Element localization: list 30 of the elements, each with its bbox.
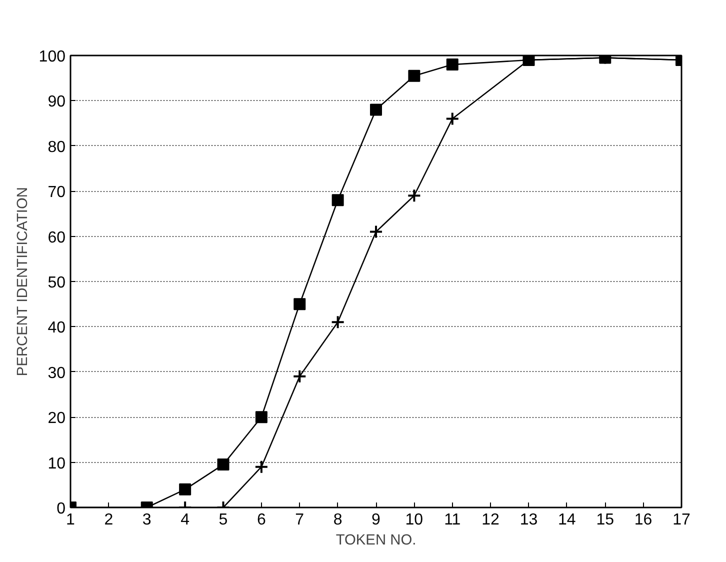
x-tick-label: 13 (520, 512, 538, 528)
x-tick-label: 15 (596, 512, 614, 528)
y-axis-title: PERCENT IDENTIFICATION (14, 187, 31, 376)
x-tick-label: 8 (333, 512, 342, 528)
y-tick-label: 70 (48, 184, 66, 202)
y-tick-label: 30 (48, 364, 66, 382)
y-tick-label: 20 (48, 410, 66, 428)
y-tick-label: 80 (48, 138, 66, 156)
x-tick-label: 6 (256, 512, 266, 528)
y-tick-label: 50 (48, 274, 66, 292)
y-tick-label: 40 (48, 320, 66, 337)
x-tick-label: 9 (372, 512, 381, 528)
y-tick-label: 60 (48, 229, 66, 246)
x-tick-label: 3 (142, 512, 152, 528)
y-tick-label: 90 (48, 94, 66, 111)
x-tick-label: 17 (672, 512, 690, 528)
y-tick-label: 0 (56, 500, 66, 518)
x-tick-label: 1 (66, 512, 76, 528)
x-axis-title: TOKEN NO. (336, 532, 416, 548)
x-tick-label: 5 (218, 512, 228, 528)
x-tick-label: 12 (482, 512, 500, 528)
x-tick-label: 11 (444, 512, 461, 528)
x-tick-label: 7 (295, 512, 304, 528)
y-tick-label: 100 (38, 48, 66, 66)
y-tick-label: 10 (48, 455, 66, 472)
x-tick-label: 4 (180, 512, 190, 528)
x-tick-label: 10 (405, 512, 424, 528)
x-tick-label: 14 (558, 512, 576, 528)
x-tick-label: 2 (104, 512, 114, 528)
x-tick-label: 16 (634, 512, 652, 528)
